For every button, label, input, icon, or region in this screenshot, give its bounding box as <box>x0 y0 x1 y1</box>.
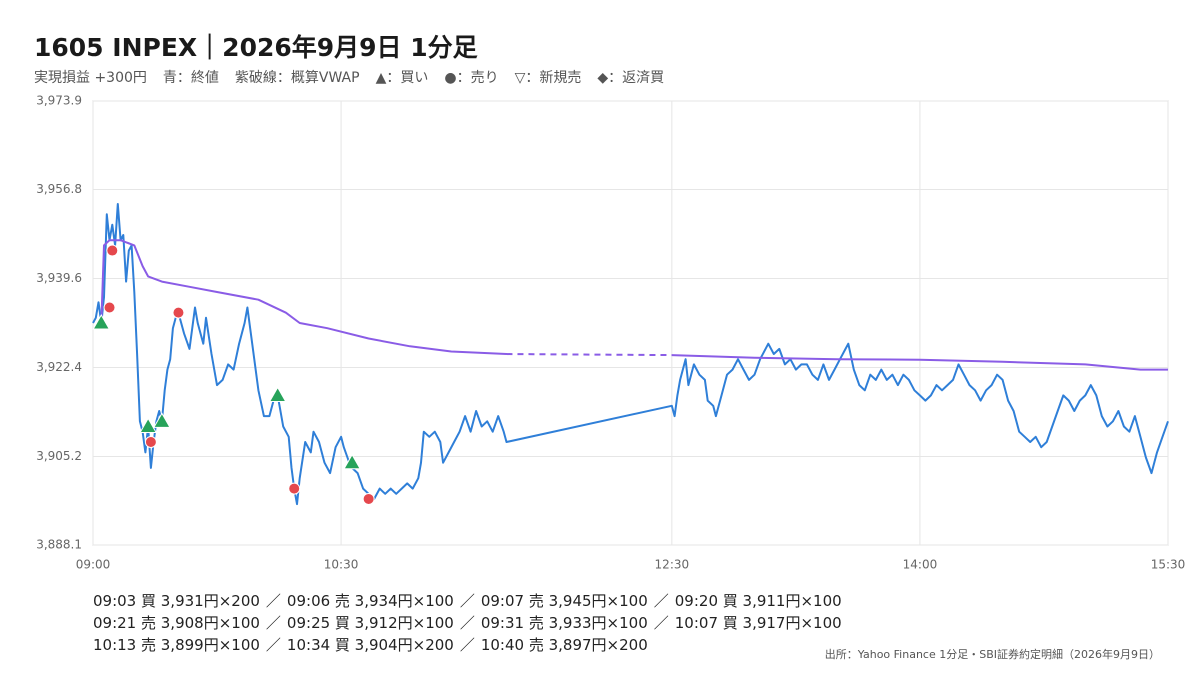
y-tick-label: 3,956.8 <box>36 182 82 196</box>
subtitle-item: ▽：新規売 <box>514 70 582 86</box>
trade-entry: 09:06 売 3,934円×100 <box>286 592 454 610</box>
sell-marker <box>103 301 116 314</box>
sell-marker <box>144 436 157 449</box>
price-line <box>92 203 1169 506</box>
y-tick-label: 3,888.1 <box>36 538 82 552</box>
trade-log-line: 09:21 売 3,908円×100 ／ 09:25 買 3,912円×100 ／ 09… <box>93 612 842 634</box>
trade-entry: 09:07 売 3,945円×100 <box>480 592 648 610</box>
x-tick-label: 09:00 <box>76 558 111 572</box>
trade-entry: 10:40 売 3,897円×200 <box>480 636 648 654</box>
y-tick-label: 3,905.2 <box>36 449 82 463</box>
trade-log: 09:03 買 3,931円×200 ／ 09:06 売 3,934円×100 ／ 09… <box>93 590 842 656</box>
subtitle-item: 紫破線：概算VWAP <box>234 70 360 86</box>
chart-title: 1605 INPEX｜2026年9月9日 1分足 <box>34 33 478 62</box>
sell-marker <box>362 492 375 505</box>
trade-entry: 09:20 買 3,911円×100 <box>674 592 842 610</box>
subtitle-item: ●：売り <box>444 70 499 86</box>
y-tick-label: 3,922.4 <box>36 360 82 374</box>
sell-marker <box>288 482 301 495</box>
source-note: 出所：Yahoo Finance 1分足・SBI証券約定明細（2026年9月9日… <box>824 648 1160 661</box>
subtitle-item: 実現損益 +300円 <box>34 70 147 86</box>
buy-marker <box>139 417 157 433</box>
separator: ／ <box>265 636 281 654</box>
subtitle: 実現損益 +300円 青：終値 紫破線：概算VWAP ▲：買い ●：売り ▽：新規売 ◆：返… <box>34 67 680 87</box>
y-tick-label: 3,939.6 <box>36 271 82 285</box>
subtitle-item: ▲：買い <box>375 70 429 86</box>
x-tick-label: 10:30 <box>324 558 359 572</box>
separator: ／ <box>653 614 669 632</box>
separator: ／ <box>459 592 475 610</box>
subtitle-item: 青：終値 <box>162 70 219 86</box>
trade-entry: 10:34 買 3,904円×200 <box>286 636 454 654</box>
trade-entry: 09:25 買 3,912円×100 <box>286 614 454 632</box>
buy-marker <box>343 453 361 470</box>
trade-entry: 10:13 売 3,899円×100 <box>93 636 260 654</box>
separator: ／ <box>653 592 669 610</box>
x-tick-label: 14:00 <box>903 558 938 572</box>
trade-log-line: 10:13 売 3,899円×100 ／ 10:34 買 3,904円×200 ／ 10… <box>93 634 842 656</box>
sell-marker <box>106 244 119 257</box>
trade-entry: 10:07 買 3,917円×100 <box>674 614 842 632</box>
chart: 3,888.1 3,905.2 3,922.4 3,939.6 3,956.8 3,973… <box>36 94 1186 572</box>
separator: ／ <box>265 614 281 632</box>
trade-entry: 09:21 売 3,908円×100 <box>93 614 260 632</box>
subtitle-item: ◆：返済買 <box>597 70 665 86</box>
x-tick-label: 12:30 <box>655 558 690 572</box>
separator: ／ <box>459 636 475 654</box>
vwap-lunch-dash <box>506 353 672 357</box>
sell-marker <box>172 306 185 319</box>
buy-marker <box>153 412 171 428</box>
vwap-line <box>100 239 1168 371</box>
plot-area <box>92 100 1169 546</box>
separator: ／ <box>265 592 281 610</box>
y-tick-label: 3,973.9 <box>36 94 82 108</box>
x-tick-label: 15:30 <box>1151 558 1186 572</box>
separator: ／ <box>459 614 475 632</box>
buy-marker <box>92 313 111 330</box>
trade-entry: 09:03 買 3,931円×200 <box>93 592 260 610</box>
trade-entry: 09:31 売 3,933円×100 <box>480 614 648 632</box>
buy-marker <box>268 386 287 402</box>
trade-log-line: 09:03 買 3,931円×200 ／ 09:06 売 3,934円×100 ／ 09… <box>93 590 842 612</box>
